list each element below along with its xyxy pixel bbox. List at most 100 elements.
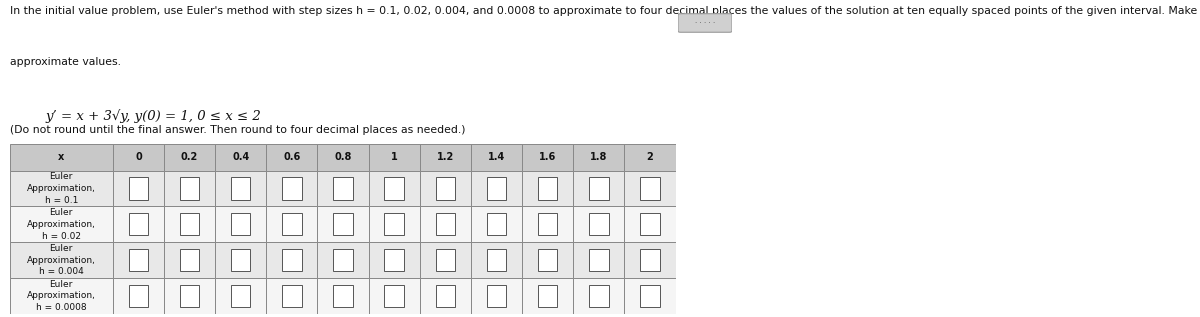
Bar: [128, 285, 148, 307]
Bar: [420, 206, 470, 242]
Bar: [282, 213, 301, 235]
Bar: [113, 206, 164, 242]
Bar: [436, 213, 455, 235]
Bar: [10, 206, 113, 242]
Bar: [215, 171, 266, 206]
Bar: [113, 278, 164, 314]
Bar: [384, 285, 404, 307]
Bar: [318, 206, 368, 242]
Bar: [10, 278, 113, 314]
Text: 0.4: 0.4: [232, 152, 250, 162]
Bar: [232, 213, 251, 235]
Bar: [641, 177, 660, 199]
Bar: [538, 249, 558, 271]
Bar: [266, 278, 318, 314]
Text: 0.2: 0.2: [181, 152, 198, 162]
Bar: [164, 206, 215, 242]
Bar: [215, 278, 266, 314]
Bar: [368, 171, 420, 206]
Bar: [266, 144, 318, 171]
Bar: [180, 213, 199, 235]
Bar: [113, 242, 164, 278]
Bar: [624, 171, 676, 206]
Text: (Do not round until the final answer. Then round to four decimal places as neede: (Do not round until the final answer. Th…: [10, 125, 466, 135]
Bar: [318, 278, 368, 314]
Bar: [318, 171, 368, 206]
Bar: [538, 177, 558, 199]
Text: Euler
Approximation,
h = 0.1: Euler Approximation, h = 0.1: [26, 172, 96, 205]
Bar: [180, 249, 199, 271]
Bar: [164, 278, 215, 314]
Bar: [487, 285, 506, 307]
Text: y’ = x + 3√y, y(0) = 1, 0 ≤ x ≤ 2: y’ = x + 3√y, y(0) = 1, 0 ≤ x ≤ 2: [46, 109, 260, 123]
Bar: [128, 177, 148, 199]
Bar: [232, 177, 251, 199]
Bar: [641, 213, 660, 235]
Bar: [282, 177, 301, 199]
Bar: [368, 278, 420, 314]
Bar: [589, 285, 608, 307]
Bar: [384, 177, 404, 199]
Bar: [318, 144, 368, 171]
Bar: [538, 213, 558, 235]
Bar: [164, 242, 215, 278]
Text: 0.8: 0.8: [335, 152, 352, 162]
Bar: [128, 249, 148, 271]
Bar: [266, 206, 318, 242]
Bar: [522, 206, 574, 242]
Bar: [574, 278, 624, 314]
Bar: [282, 249, 301, 271]
Bar: [368, 206, 420, 242]
Bar: [641, 285, 660, 307]
Bar: [334, 177, 353, 199]
Bar: [436, 249, 455, 271]
Bar: [215, 144, 266, 171]
Bar: [522, 242, 574, 278]
Bar: [368, 144, 420, 171]
Text: Euler
Approximation,
h = 0.004: Euler Approximation, h = 0.004: [26, 244, 96, 276]
Bar: [266, 171, 318, 206]
Bar: [215, 206, 266, 242]
Bar: [10, 242, 113, 278]
Bar: [624, 242, 676, 278]
Bar: [522, 144, 574, 171]
Bar: [113, 144, 164, 171]
Bar: [487, 249, 506, 271]
Bar: [436, 285, 455, 307]
Bar: [232, 285, 251, 307]
Bar: [334, 285, 353, 307]
Bar: [384, 213, 404, 235]
Bar: [589, 249, 608, 271]
Bar: [470, 242, 522, 278]
Bar: [487, 177, 506, 199]
Text: 0.6: 0.6: [283, 152, 300, 162]
Bar: [384, 249, 404, 271]
Bar: [420, 144, 470, 171]
Bar: [487, 213, 506, 235]
Bar: [180, 285, 199, 307]
Bar: [334, 213, 353, 235]
Bar: [334, 249, 353, 271]
Text: 2: 2: [647, 152, 653, 162]
Bar: [282, 285, 301, 307]
Text: 1.8: 1.8: [590, 152, 607, 162]
Text: 0: 0: [136, 152, 142, 162]
Bar: [574, 206, 624, 242]
Bar: [164, 171, 215, 206]
Bar: [470, 278, 522, 314]
Text: · · · · ·: · · · · ·: [695, 20, 715, 26]
Text: x: x: [58, 152, 65, 162]
Bar: [368, 242, 420, 278]
Bar: [420, 242, 470, 278]
Bar: [420, 171, 470, 206]
Bar: [522, 171, 574, 206]
Bar: [470, 171, 522, 206]
Text: 1.4: 1.4: [488, 152, 505, 162]
Bar: [470, 206, 522, 242]
Bar: [624, 206, 676, 242]
Text: 1.6: 1.6: [539, 152, 557, 162]
Bar: [574, 171, 624, 206]
Bar: [538, 285, 558, 307]
Bar: [10, 144, 113, 171]
Bar: [10, 171, 113, 206]
